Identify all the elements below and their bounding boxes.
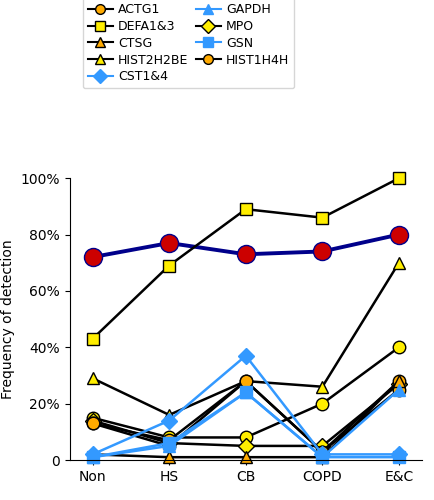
CTSG — [166, 454, 171, 460]
Line: LCN2: LCN2 — [86, 341, 404, 444]
CST1&4 — [243, 352, 248, 358]
LCN2 — [90, 414, 95, 420]
Line: DEFA1&3: DEFA1&3 — [86, 172, 404, 345]
DEFA1&3 — [166, 262, 171, 268]
LCN2 — [319, 400, 324, 406]
ACTB — [243, 252, 248, 258]
CTSG — [243, 454, 248, 460]
CST1&4 — [166, 418, 171, 424]
DEFA1&3 — [319, 214, 324, 220]
CST1&4 — [319, 452, 324, 458]
DEFA1&3 — [90, 336, 95, 342]
MPO — [166, 440, 171, 446]
CST1&4 — [90, 452, 95, 458]
CTSG — [319, 454, 324, 460]
GAPDH — [243, 390, 248, 396]
Y-axis label: Frequency of detection: Frequency of detection — [1, 240, 15, 399]
DEFA1&3 — [395, 175, 401, 181]
HIST2H2BE — [243, 378, 248, 384]
LCN2 — [243, 434, 248, 440]
DEFA1&3 — [243, 206, 248, 212]
Line: ACTB: ACTB — [83, 226, 407, 266]
ACTG1 — [319, 448, 324, 454]
Line: CST1&4: CST1&4 — [87, 350, 404, 460]
ACTB — [166, 240, 171, 246]
Line: HIST2H2BE: HIST2H2BE — [86, 256, 404, 421]
MPO — [243, 443, 248, 449]
GAPDH — [319, 454, 324, 460]
MPO — [395, 381, 401, 387]
HIST1H4H — [395, 386, 401, 392]
LCN2 — [166, 434, 171, 440]
LCN2 — [395, 344, 401, 350]
HIST1H4H — [319, 448, 324, 454]
CST1&4 — [395, 452, 401, 458]
Line: GAPDH: GAPDH — [86, 384, 404, 464]
HIST2H2BE — [90, 376, 95, 382]
HIST2H2BE — [319, 384, 324, 390]
GAPDH — [90, 454, 95, 460]
Line: ACTG1: ACTG1 — [86, 375, 404, 458]
MPO — [90, 418, 95, 424]
HIST1H4H — [90, 420, 95, 426]
HIST1H4H — [166, 438, 171, 444]
CTSG — [395, 378, 401, 384]
HIST2H2BE — [395, 260, 401, 266]
GAPDH — [166, 443, 171, 449]
ACTG1 — [395, 378, 401, 384]
Legend: ACTB, ACTG1, DEFA1&3, CTSG, HIST2H2BE, CST1&4, LCN2, GAPDH, MPO, GSN, HIST1H4H: ACTB, ACTG1, DEFA1&3, CTSG, HIST2H2BE, C… — [83, 0, 293, 88]
GSN — [166, 440, 171, 446]
GSN — [319, 454, 324, 460]
HIST2H2BE — [166, 412, 171, 418]
GSN — [243, 390, 248, 396]
Line: MPO: MPO — [87, 378, 404, 452]
MPO — [319, 443, 324, 449]
ACTB — [319, 248, 324, 254]
ACTG1 — [90, 420, 95, 426]
GSN — [395, 454, 401, 460]
ACTG1 — [243, 378, 248, 384]
GAPDH — [395, 386, 401, 392]
ACTG1 — [166, 443, 171, 449]
Line: HIST1H4H: HIST1H4H — [86, 375, 404, 458]
HIST1H4H — [243, 378, 248, 384]
ACTB — [90, 254, 95, 260]
CTSG — [90, 452, 95, 458]
ACTB — [395, 232, 401, 237]
GSN — [90, 454, 95, 460]
Line: CTSG: CTSG — [86, 375, 404, 464]
Line: GSN: GSN — [86, 386, 404, 464]
